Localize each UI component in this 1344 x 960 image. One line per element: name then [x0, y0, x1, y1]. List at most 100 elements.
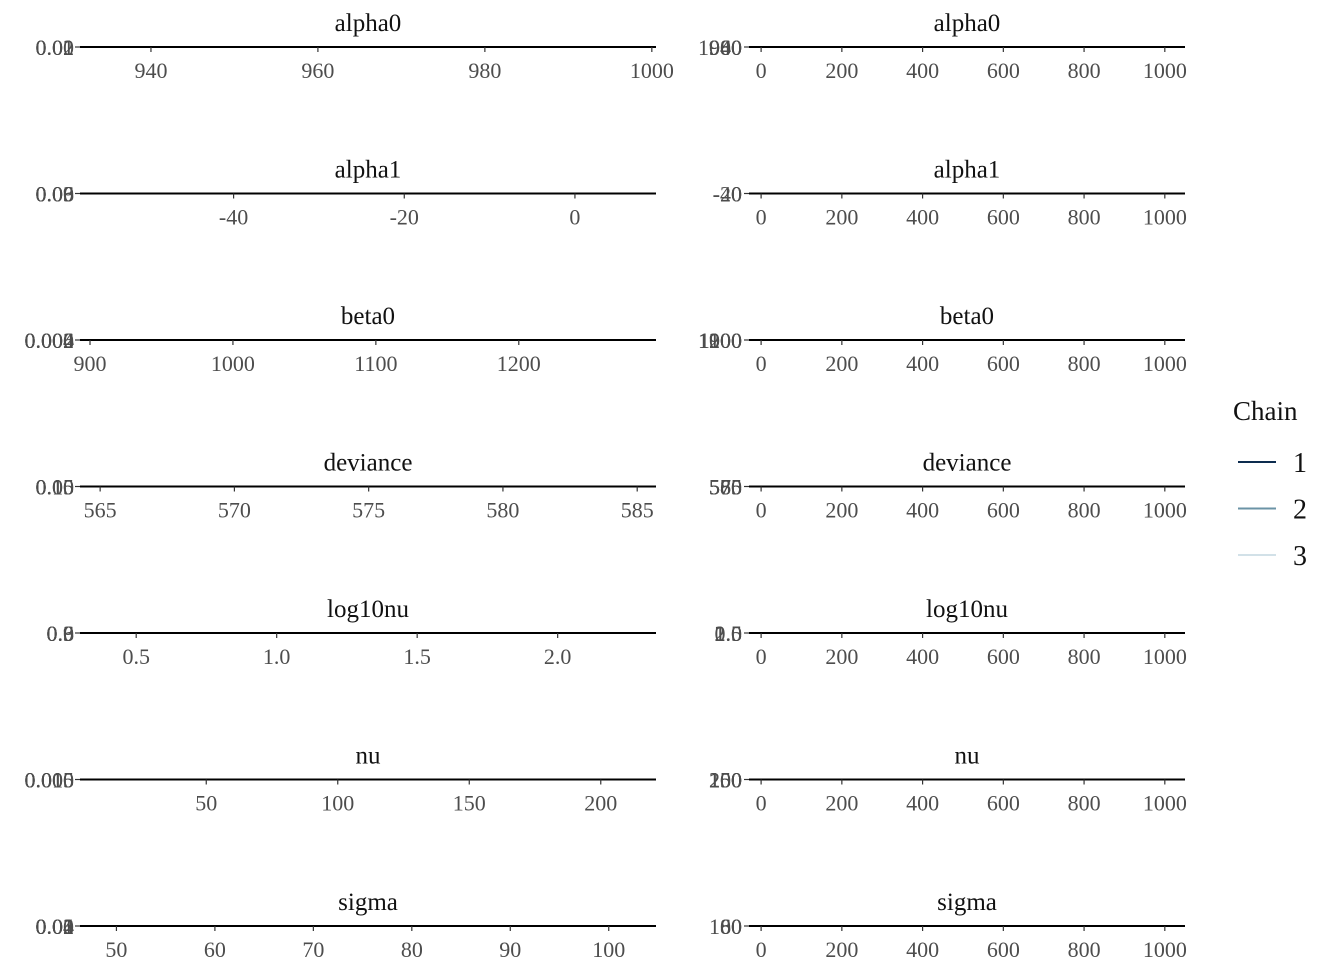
y-tick-label: 0.00	[36, 182, 75, 207]
y-tick-label: 0.000	[25, 328, 75, 353]
y-tick-label: 0.004	[25, 328, 75, 353]
y-tick-label: 580	[709, 475, 742, 500]
y-tick-label: 0.00	[36, 475, 75, 500]
y-tick-label: 100	[709, 914, 742, 939]
x-tick-label: 0	[756, 644, 767, 669]
x-tick-label: 1.5	[403, 644, 431, 669]
y-tick-label: 80	[720, 914, 742, 939]
y-tick-label: 0.3	[47, 621, 75, 646]
y-tick-label: 0.02	[36, 914, 75, 939]
density-title: deviance	[324, 450, 413, 477]
trace-title: deviance	[923, 450, 1012, 477]
x-tick-label: 1200	[497, 351, 541, 376]
x-tick-label: 70	[302, 937, 324, 960]
y-tick-label: 0.006	[25, 328, 75, 353]
y-tick-label: 1200	[698, 328, 742, 353]
y-tick-label: 0.002	[25, 328, 75, 353]
x-tick-label: 1000	[1143, 937, 1187, 960]
x-tick-label: 400	[906, 351, 939, 376]
y-tick-label: 0.02	[36, 35, 75, 60]
y-tick-label: 50	[720, 768, 742, 793]
y-tick-label: 0.01	[36, 914, 75, 939]
x-tick-label: 800	[1068, 937, 1101, 960]
x-tick-label: 960	[301, 58, 334, 83]
density-panel-sigma: sigma 0.000.010.020.030.04 50 60 70 80 90 100	[36, 889, 656, 960]
y-tick-label: 0.000	[25, 768, 75, 793]
x-tick-label: 200	[825, 498, 858, 523]
y-tick-label: 0.04	[36, 914, 75, 939]
x-tick-label: 600	[987, 791, 1020, 816]
x-tick-label: 940	[134, 58, 167, 83]
x-tick-label: 0	[569, 205, 580, 230]
x-tick-label: 0	[756, 791, 767, 816]
x-tick-label: 600	[987, 58, 1020, 83]
y-tick-label: 0.06	[36, 182, 75, 207]
y-tick-label: 0.00	[36, 914, 75, 939]
x-tick-label: 575	[352, 498, 385, 523]
y-tick-label: 60	[720, 914, 742, 939]
x-tick-label: 0	[756, 498, 767, 523]
density-title: nu	[356, 743, 382, 770]
y-tick-label: 0.00	[36, 35, 75, 60]
x-tick-label: 400	[906, 205, 939, 230]
y-tick-label: -40	[713, 182, 742, 207]
x-tick-label: 1.0	[263, 644, 291, 669]
x-tick-label: 200	[825, 791, 858, 816]
y-tick-label: 0.6	[47, 621, 75, 646]
y-tick-label: 0.03	[36, 182, 75, 207]
x-tick-label: -20	[390, 205, 419, 230]
x-tick-label: 0	[756, 351, 767, 376]
x-tick-label: 400	[906, 644, 939, 669]
y-tick-label: 0.15	[36, 475, 75, 500]
y-tick-label: 0.0	[47, 621, 75, 646]
trace-title: nu	[955, 743, 981, 770]
legend-label-chain-1: 1	[1293, 448, 1307, 479]
density-panel-log10nu: log10nu 0.00.30.60.9 0.5 1.0 1.5 2.0	[47, 596, 656, 669]
trace-title: alpha1	[934, 157, 1001, 184]
y-tick-label: 2.0	[715, 621, 743, 646]
x-tick-label: 600	[987, 351, 1020, 376]
density-panel-deviance: deviance 0.000.050.100.15 565 570 575 580 585	[36, 450, 656, 523]
x-tick-label: 580	[486, 498, 519, 523]
x-tick-label: 1000	[630, 58, 674, 83]
x-tick-label: 200	[825, 644, 858, 669]
x-tick-label: 800	[1068, 58, 1101, 83]
x-tick-label: 1000	[1143, 498, 1187, 523]
x-tick-label: 100	[592, 937, 625, 960]
x-tick-label: 150	[453, 791, 486, 816]
x-tick-label: 0	[756, 937, 767, 960]
y-tick-label: 0.005	[25, 768, 75, 793]
x-tick-label: 800	[1068, 644, 1101, 669]
x-tick-label: 1000	[211, 351, 255, 376]
x-tick-label: 200	[825, 58, 858, 83]
y-tick-label: 1.0	[715, 621, 743, 646]
density-title: alpha0	[335, 10, 402, 37]
y-tick-label: 960	[709, 35, 742, 60]
y-tick-label: 0.010	[25, 768, 75, 793]
y-tick-label: 0.03	[36, 914, 75, 939]
x-tick-label: 1000	[1143, 58, 1187, 83]
density-panel-alpha0: alpha0 0.000.010.02 940 960 980 1000	[36, 10, 674, 83]
x-tick-label: 400	[906, 937, 939, 960]
y-tick-label: 0.015	[25, 768, 75, 793]
x-tick-label: -40	[219, 205, 248, 230]
y-tick-label: 940	[709, 35, 742, 60]
x-tick-label: 800	[1068, 791, 1101, 816]
x-tick-label: 1100	[354, 351, 397, 376]
y-tick-label: 575	[709, 475, 742, 500]
y-tick-label: 0.01	[36, 35, 75, 60]
x-tick-label: 400	[906, 58, 939, 83]
y-tick-label: 100	[709, 768, 742, 793]
x-tick-label: 800	[1068, 498, 1101, 523]
y-tick-label: 1100	[699, 328, 742, 353]
x-tick-label: 600	[987, 498, 1020, 523]
y-tick-label: 0.5	[715, 621, 743, 646]
x-tick-label: 600	[987, 205, 1020, 230]
legend-entries: 1 2 3	[1238, 448, 1307, 572]
